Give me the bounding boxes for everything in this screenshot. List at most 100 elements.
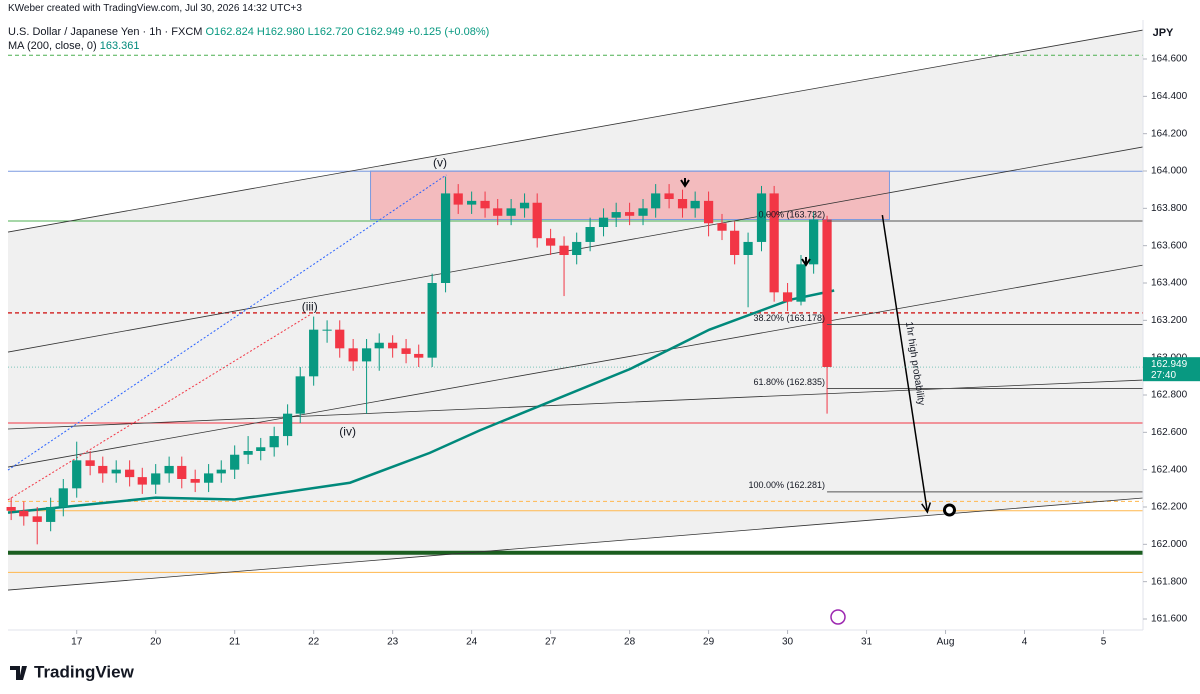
channel-line [7,264,1144,468]
x-tick-label: 4 [1022,637,1028,648]
candle-body [467,200,477,205]
fib-label: 0.00% (163.732) [759,209,826,219]
wave-label: (iv) [339,425,356,439]
candle-body [335,329,345,349]
candle-body [414,353,424,358]
price-tag [1143,357,1200,382]
candle-body [216,469,226,474]
event-icon[interactable] [830,609,846,625]
candle-body [72,460,82,489]
fib-label: 38.20% (163.178) [754,313,826,323]
trend-line [7,314,310,501]
candle-body [190,478,200,483]
x-tick-label: 22 [308,637,320,648]
target [942,503,956,517]
ohlc: O162.824 H162.980 L162.720 C162.949 +0.1… [205,26,490,38]
candle-body [782,292,793,302]
candle-body [717,223,727,231]
y-tick-label: 163.600 [1151,240,1188,251]
y-tick-label: 164.200 [1151,128,1188,139]
x-tick-label: 5 [1101,637,1107,648]
fib-label: 61.80% (162.835) [754,377,826,387]
symbol: U.S. Dollar / Japanese Yen · 1h · FXCM [8,26,203,38]
y-tick-label: 164.000 [1151,166,1188,177]
candle-body [309,329,319,377]
y-tick-label: 163.800 [1151,203,1188,214]
x-tick-label: 27 [545,637,557,648]
candle-body [85,460,95,466]
candle-body [46,506,56,522]
candle-body [388,342,398,349]
candle-body [703,200,714,224]
candle-body [453,193,463,205]
candle-body [638,208,648,216]
candle-body [756,193,767,242]
x-tick-label: 28 [624,637,636,648]
y-tick-label: 162.800 [1151,390,1188,401]
x-tick-label: 31 [861,637,873,648]
y-tick-label: 164.400 [1151,91,1188,102]
candle-body [427,283,437,358]
candle-body [690,200,700,209]
candle-body [559,245,569,256]
logo-mark [10,666,27,680]
countdown: 27:40 [1151,370,1176,381]
y-tick-label: 163.400 [1151,278,1188,289]
plot: 0.00% (163.732) 38.20% (163.178) 61.80% (1… [6,29,1144,591]
credit: KWeber created with TradingView.com, Jul… [8,3,302,14]
candle-body [164,465,174,474]
x-tick-label: 17 [71,637,83,648]
candle-body [243,450,253,455]
wave-label: (iii) [302,299,318,313]
y-tick-label: 162.400 [1151,464,1188,475]
candle-body [624,212,635,216]
y-tick-label: 162.000 [1151,539,1188,550]
price-tag-label: 162.949 [1151,359,1188,370]
forecast-arrow [881,214,929,513]
candle-body [480,200,490,209]
x-tick-label: Aug [937,637,955,648]
candle-body [532,202,542,239]
y-tick-label: 162.600 [1151,427,1188,438]
channel-line [7,29,1144,233]
candle-body [585,227,595,242]
candle-body [151,473,161,485]
candle-body [546,238,556,246]
candle-body [677,199,688,209]
brand: TradingView [34,662,135,681]
wave-label: (v) [433,156,447,170]
candle-body [519,202,530,209]
candle-body [730,230,740,256]
trend-line [7,174,447,471]
currency: JPY [1153,27,1174,39]
x-tick-label: 21 [229,637,241,648]
candle-body [111,469,121,474]
candle-body [269,436,279,448]
y-tick-label: 161.600 [1151,614,1188,625]
candle-body [440,193,451,284]
candle-body [58,488,68,507]
logo [10,666,27,680]
y-tick-label: 162.200 [1151,502,1188,513]
x-tick-label: 30 [782,637,794,648]
arrow-head [921,502,932,514]
channel-fill [8,30,1143,591]
candle-body [361,348,372,362]
candle-body [230,454,240,470]
moving-average [7,289,835,514]
ma-value: 163.361 [99,40,140,52]
candle-body [743,241,753,256]
ma-label: MA (200, close, 0) [8,40,97,52]
candle-body [32,516,42,522]
candle-body [651,193,661,209]
candle-body [401,348,411,354]
candle-body [822,219,832,367]
x-tick-label: 20 [150,637,162,648]
candle-body [6,506,16,511]
candle-body [125,469,135,478]
candle-body [769,193,779,293]
candle-body [374,342,384,349]
x-tick-label: 24 [466,637,478,648]
